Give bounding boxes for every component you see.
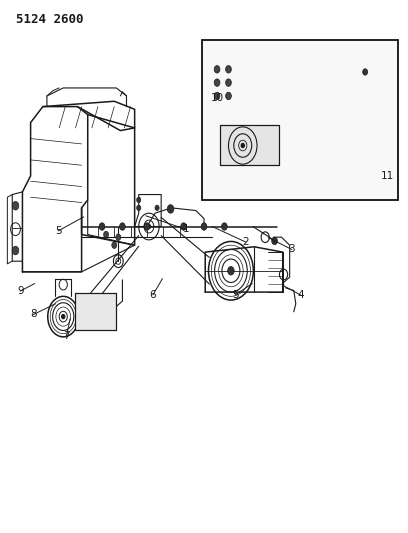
Text: 8: 8	[30, 310, 37, 319]
Circle shape	[147, 224, 151, 229]
Circle shape	[222, 223, 227, 230]
Circle shape	[214, 92, 220, 100]
Circle shape	[226, 92, 231, 100]
Circle shape	[12, 201, 19, 210]
Circle shape	[363, 69, 368, 75]
Text: 4: 4	[298, 290, 304, 300]
Circle shape	[181, 223, 186, 230]
Circle shape	[137, 197, 141, 203]
Circle shape	[226, 66, 231, 73]
Text: 6: 6	[150, 290, 156, 300]
Text: 3: 3	[288, 245, 295, 254]
Circle shape	[120, 223, 125, 230]
Circle shape	[116, 234, 121, 240]
Text: 7: 7	[63, 331, 70, 341]
Circle shape	[272, 237, 277, 245]
Circle shape	[112, 242, 117, 248]
Circle shape	[201, 223, 207, 230]
Circle shape	[241, 143, 244, 148]
Text: 2: 2	[242, 237, 249, 247]
Circle shape	[99, 223, 105, 230]
Bar	[220, 125, 279, 165]
Circle shape	[144, 223, 150, 230]
Circle shape	[62, 314, 65, 319]
Circle shape	[214, 66, 220, 73]
Text: 1: 1	[182, 224, 189, 234]
Bar	[202, 40, 398, 200]
Text: 9: 9	[17, 286, 24, 296]
Bar	[75, 293, 116, 330]
Circle shape	[214, 79, 220, 86]
Text: 5124 2600: 5124 2600	[16, 13, 84, 26]
Text: 10: 10	[211, 93, 224, 102]
Circle shape	[12, 246, 19, 255]
Circle shape	[167, 205, 174, 213]
Circle shape	[226, 79, 231, 86]
Bar	[220, 125, 279, 165]
Circle shape	[137, 205, 141, 211]
Circle shape	[155, 205, 159, 211]
Circle shape	[104, 231, 109, 238]
Text: 11: 11	[381, 171, 394, 181]
Text: 5: 5	[232, 290, 239, 300]
Bar	[202, 40, 398, 200]
Circle shape	[228, 266, 234, 275]
Bar	[75, 293, 116, 330]
Text: 5: 5	[55, 226, 62, 236]
